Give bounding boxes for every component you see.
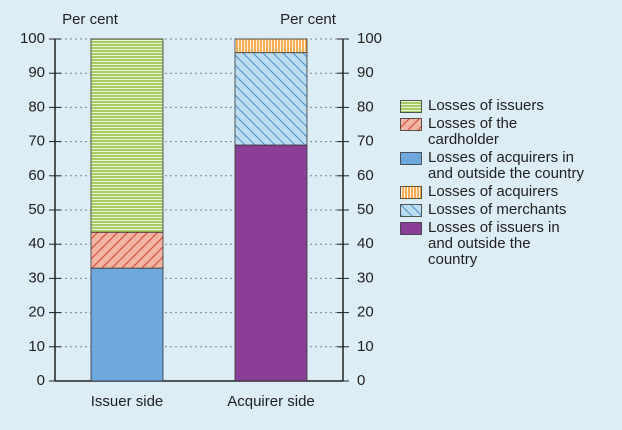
legend-swatch — [400, 152, 422, 165]
legend-label: Losses of acquirers — [428, 183, 559, 200]
legend-swatch — [400, 204, 422, 217]
legend-label: Losses of issuers — [428, 97, 544, 114]
y-tick-label: 20 — [28, 304, 45, 321]
legend-swatch — [400, 118, 422, 131]
y2-tick-label: 50 — [357, 201, 374, 218]
legend-swatch-fill — [400, 204, 422, 217]
y2-axis-label: Per cent — [280, 11, 337, 28]
y2-tick-label: 10 — [357, 338, 374, 355]
legend-swatch-fill — [400, 118, 422, 131]
y-tick-label: 90 — [28, 64, 45, 81]
y2-tick-label: 90 — [357, 64, 374, 81]
legend-swatch-fill — [400, 186, 422, 199]
y-tick-label: 70 — [28, 133, 45, 150]
legend-swatch-fill — [400, 222, 422, 235]
legend-swatch — [400, 222, 422, 235]
y-tick-label: 30 — [28, 269, 45, 286]
y-tick-label: 0 — [37, 372, 45, 389]
bar-segment — [234, 38, 308, 54]
legend-swatch — [400, 186, 422, 199]
y-tick-label: 100 — [20, 30, 45, 47]
y-axis-label: Per cent — [62, 11, 119, 28]
bar-segment — [90, 38, 164, 233]
legend-item: Losses of issuers in and outside the cou… — [400, 220, 618, 268]
y2-tick-label: 60 — [357, 167, 374, 184]
legend-item: Losses of acquirers in and outside the c… — [400, 150, 618, 182]
y-tick-label: 80 — [28, 98, 45, 115]
legend-label: Losses of acquirers in and outside the c… — [428, 149, 584, 182]
x-tick-label: Issuer side — [90, 393, 164, 410]
legend-label: Losses of issuers in and outside the cou… — [428, 219, 560, 268]
y2-tick-label: 20 — [357, 304, 374, 321]
bar-segment — [90, 267, 164, 382]
legend-item: Losses of merchants — [400, 202, 618, 218]
legend-item: Losses of the cardholder — [400, 116, 618, 148]
y2-tick-label: 40 — [357, 235, 374, 252]
y2-tick-label: 100 — [357, 30, 382, 47]
y2-tick-label: 0 — [357, 372, 365, 389]
bar-segment — [90, 231, 164, 269]
y2-tick-label: 80 — [357, 98, 374, 115]
x-tick-label: Acquirer side — [227, 393, 315, 410]
y2-tick-label: 30 — [357, 269, 374, 286]
bar-segment — [234, 52, 308, 146]
legend-swatch-fill — [400, 100, 422, 113]
legend: Losses of issuers Losses of the cardholde… — [400, 98, 618, 270]
y-tick-label: 10 — [28, 338, 45, 355]
y2-tick-label: 70 — [357, 133, 374, 150]
legend-swatch — [400, 100, 422, 113]
y-tick-label: 60 — [28, 167, 45, 184]
legend-swatch-fill — [400, 152, 422, 165]
legend-item: Losses of acquirers — [400, 184, 618, 200]
bar-segment — [234, 144, 308, 382]
legend-label: Losses of the cardholder — [428, 115, 518, 148]
y-tick-label: 40 — [28, 235, 45, 252]
legend-item: Losses of issuers — [400, 98, 618, 114]
y-tick-label: 50 — [28, 201, 45, 218]
legend-label: Losses of merchants — [428, 201, 567, 218]
